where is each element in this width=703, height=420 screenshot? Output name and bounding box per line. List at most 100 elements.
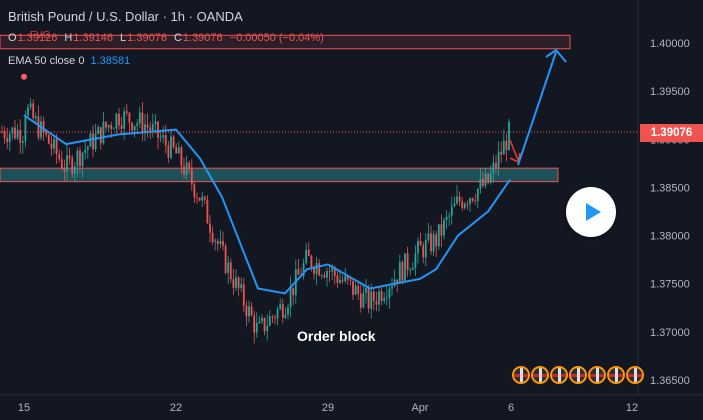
- x-tick-label: Apr: [411, 402, 428, 414]
- ema-legend[interactable]: EMA 50 close 0 1.38581: [8, 55, 130, 67]
- play-button[interactable]: [566, 187, 616, 237]
- candle-body: [354, 285, 357, 295]
- candle-body: [266, 325, 269, 332]
- candle-body: [422, 245, 425, 258]
- candle-body: [175, 146, 178, 154]
- candle-body: [261, 317, 263, 322]
- candle-body: [323, 275, 326, 278]
- candle-body: [378, 291, 380, 305]
- candle-body: [157, 121, 159, 138]
- candle-body: [201, 196, 204, 201]
- uk-flag-icon[interactable]: [626, 366, 644, 384]
- candle-body: [27, 107, 29, 116]
- chart-title: British Pound / U.S. Dollar · 1h · OANDA: [8, 9, 243, 24]
- candle-body: [211, 232, 214, 242]
- candle-body: [144, 124, 146, 134]
- candle-body: [180, 147, 183, 167]
- candle-body: [318, 263, 321, 276]
- candle-body: [133, 125, 136, 131]
- candle-body: [385, 297, 388, 299]
- candle-body: [419, 240, 422, 246]
- x-tick-label: 12: [626, 402, 638, 414]
- candle-body: [66, 155, 68, 172]
- uk-flag-icon[interactable]: [531, 366, 549, 384]
- candle-body: [123, 111, 126, 129]
- candle-body: [183, 166, 185, 175]
- candle-body: [450, 206, 453, 216]
- candle-body: [21, 141, 24, 143]
- candle-body: [274, 317, 276, 319]
- candle-body: [489, 172, 492, 183]
- candle-body: [310, 255, 313, 269]
- candle-body: [94, 134, 97, 150]
- candle-body: [258, 321, 261, 323]
- uk-flag-icon[interactable]: [512, 366, 530, 384]
- candle-body: [141, 112, 144, 134]
- y-tick-label: 1.38000: [650, 231, 690, 243]
- candle-body: [357, 285, 360, 294]
- candle-body: [240, 284, 243, 289]
- fvg-label: FVG: [30, 30, 51, 41]
- candle-body: [172, 136, 175, 147]
- candle-body: [190, 169, 193, 185]
- candle-body: [6, 137, 9, 143]
- candle-body: [404, 253, 406, 281]
- candle-body: [305, 249, 308, 264]
- candle-body: [118, 113, 120, 126]
- candle-body: [167, 145, 170, 158]
- ohlc-readout: O 1.39126 H 1.39146 L 1.39076 C 1.39076 −0.0…: [8, 32, 324, 44]
- candle-body: [365, 288, 367, 293]
- candle-body: [198, 197, 201, 201]
- candle-body: [14, 127, 16, 139]
- candle-body: [151, 124, 154, 131]
- economic-events[interactable]: [512, 366, 644, 384]
- open-value: 1.39126: [17, 32, 58, 44]
- candle-body: [99, 127, 102, 144]
- candle-body: [55, 138, 58, 155]
- candle-body: [177, 147, 180, 154]
- candle-body: [276, 309, 279, 319]
- candle-body: [383, 298, 386, 301]
- candle-body: [463, 203, 466, 208]
- candle-body: [500, 151, 503, 155]
- candle-body: [424, 240, 427, 258]
- candle-body: [302, 263, 305, 277]
- candle-body: [112, 128, 115, 130]
- candle-body: [398, 262, 401, 284]
- uk-flag-icon[interactable]: [569, 366, 587, 384]
- open-label: O: [8, 32, 17, 44]
- candle-body: [341, 279, 344, 282]
- candle-body: [281, 304, 284, 318]
- current-price-tag: 1.39076: [640, 124, 703, 142]
- candle-body: [469, 198, 471, 205]
- candle-body: [209, 223, 211, 233]
- candle-body: [474, 200, 477, 202]
- candle-body: [443, 219, 445, 236]
- candle-body: [1, 131, 3, 133]
- candle-body: [435, 234, 438, 247]
- candle-body: [346, 276, 349, 280]
- uk-flag-icon[interactable]: [550, 366, 568, 384]
- candle-body: [3, 131, 6, 138]
- candle-body: [24, 115, 27, 142]
- candle-body: [461, 201, 464, 208]
- candle-body: [495, 162, 497, 168]
- candle-body: [29, 103, 32, 108]
- y-tick-label: 1.37000: [650, 327, 690, 339]
- uk-flag-icon[interactable]: [588, 366, 606, 384]
- candle-body: [479, 178, 482, 189]
- candle-body: [370, 291, 373, 309]
- candle-body: [253, 315, 256, 333]
- candle-body: [497, 151, 500, 168]
- candle-body: [19, 130, 22, 143]
- candle-body: [362, 292, 365, 308]
- candle-body: [453, 203, 456, 207]
- uk-flag-icon[interactable]: [607, 366, 625, 384]
- candle-body: [47, 134, 50, 144]
- candle-body: [131, 122, 133, 131]
- candle-body: [432, 234, 435, 252]
- low-label: L: [120, 32, 127, 44]
- candle-body: [188, 162, 191, 170]
- y-tick-label: 1.40000: [650, 38, 690, 50]
- y-tick-label: 1.36500: [650, 375, 690, 387]
